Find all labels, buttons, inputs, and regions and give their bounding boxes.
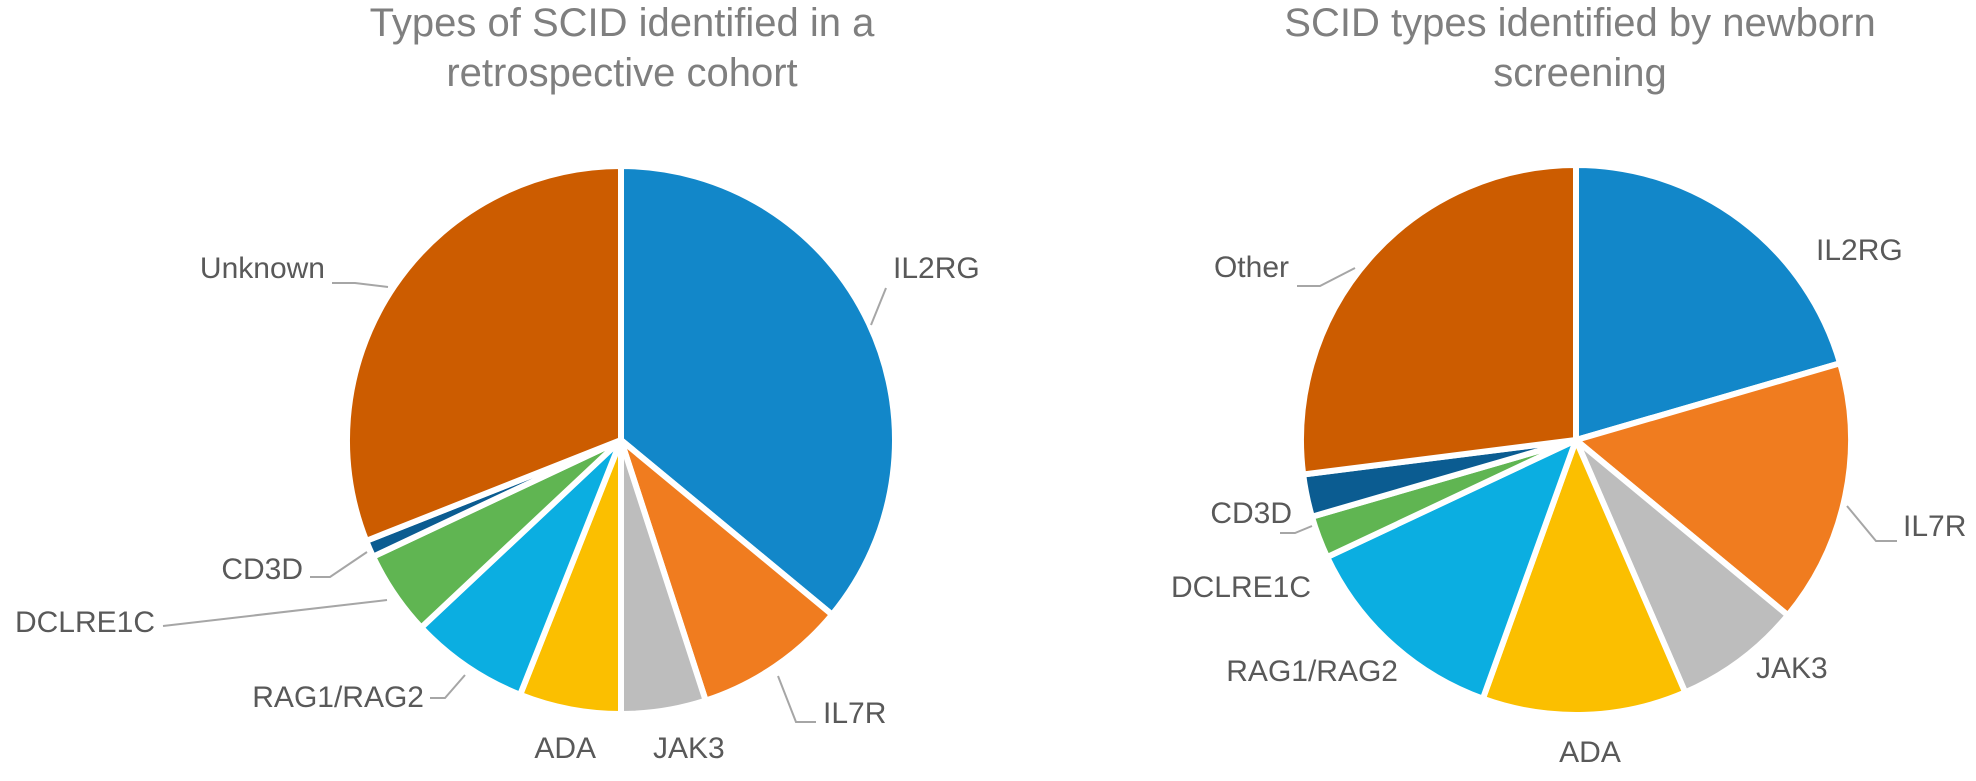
newborn-label-il7r: IL7R [1903, 510, 1966, 543]
newborn-leader-line-il7r [1846, 505, 1897, 542]
retrospective-leader-line-rag1-rag2 [430, 674, 466, 699]
newborn-label-rag1-rag2: RAG1/RAG2 [1226, 655, 1398, 688]
retrospective-label-il7r: IL7R [823, 697, 886, 730]
chart-title-retrospective: Types of SCID identified in a retrospect… [369, 1, 875, 95]
retrospective-label-unknown: Unknown [200, 252, 325, 285]
retrospective-label-rag1-rag2: RAG1/RAG2 [252, 681, 424, 714]
retrospective-label-jak3: JAK3 [653, 732, 725, 765]
newborn-slice-il2rg [1573, 162, 1844, 443]
retrospective-slice-il2rg [618, 163, 898, 618]
retrospective-label-ada: ADA [534, 732, 596, 765]
newborn-slice-jak3 [1573, 437, 1791, 696]
retrospective-leader-line-cd3d [310, 551, 368, 578]
retrospective-leader-line-unknown [332, 282, 389, 288]
newborn-label-il2rg: IL2RG [1816, 234, 1903, 267]
retrospective-label-cd3d: CD3D [221, 553, 303, 586]
newborn-slice-ada [1479, 437, 1689, 718]
newborn-label-other: Other [1214, 251, 1289, 284]
retrospective-slice-unknown [344, 163, 624, 544]
newborn-label-jak3: JAK3 [1756, 652, 1828, 685]
newborn-slice-other [1298, 162, 1579, 478]
retrospective-leader-line-dclre1c [162, 599, 388, 627]
newborn-leader-line-other [1297, 267, 1356, 287]
newborn-label-ada: ADA [1559, 736, 1621, 769]
retrospective-slice-il7r [618, 437, 836, 704]
retrospective-label-dclre1c: DCLRE1C [15, 606, 155, 639]
newborn-slice-il7r [1573, 360, 1854, 619]
newborn-slice-rag1-rag2 [1324, 437, 1579, 702]
retrospective-leader-line-il7r [777, 675, 816, 723]
newborn-leader-line-cd3d [1280, 525, 1313, 534]
newborn-label-cd3d: CD3D [1210, 497, 1292, 530]
retrospective-label-il2rg: IL2RG [893, 252, 980, 285]
newborn-label-dclre1c: DCLRE1C [1171, 571, 1311, 604]
chart-title-newborn-screening: SCID types identified by newborn screeni… [1284, 1, 1876, 95]
retrospective-leader-line-il2rg [870, 287, 887, 326]
